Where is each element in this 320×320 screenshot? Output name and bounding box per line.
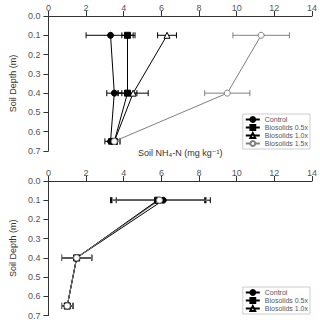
svg-text:4: 4 [121,3,126,13]
svg-text:10: 10 [232,168,242,178]
svg-text:Control: Control [265,116,288,123]
svg-text:0.2: 0.2 [28,50,41,60]
svg-text:0: 0 [46,3,51,13]
svg-text:8: 8 [197,3,202,13]
svg-text:Control: Control [265,289,288,296]
svg-text:Biosolids 1.0x: Biosolids 1.0x [265,132,309,139]
svg-text:4: 4 [121,168,126,178]
svg-text:0.7: 0.7 [28,146,41,156]
svg-text:0.4: 0.4 [28,253,41,263]
svg-text:Soil Depth (m): Soil Depth (m) [8,219,18,277]
svg-text:Soil NH₄-N (mg kg⁻¹): Soil NH₄-N (mg kg⁻¹) [138,148,222,158]
svg-text:0: 0 [46,168,51,178]
svg-text:0.1: 0.1 [28,195,41,205]
svg-text:0.5: 0.5 [28,272,41,282]
svg-text:Biosolids 1.0x: Biosolids 1.0x [265,305,309,312]
svg-text:Biosolids 0.5x: Biosolids 0.5x [265,297,309,304]
svg-text:0.0: 0.0 [28,176,41,186]
svg-text:2: 2 [84,3,89,13]
svg-text:0.3: 0.3 [28,69,41,79]
svg-text:0.5: 0.5 [28,107,41,117]
svg-text:14: 14 [307,3,317,13]
svg-text:0.3: 0.3 [28,234,41,244]
svg-text:10: 10 [232,3,242,13]
svg-text:6: 6 [159,168,164,178]
svg-text:0.7: 0.7 [28,311,41,320]
svg-text:6: 6 [159,3,164,13]
svg-text:0.2: 0.2 [28,214,41,224]
svg-text:0.4: 0.4 [28,88,41,98]
svg-text:Biosolids 1.5x: Biosolids 1.5x [265,140,309,147]
svg-text:0.6: 0.6 [28,291,41,301]
svg-text:0.0: 0.0 [28,11,41,21]
svg-text:14: 14 [307,168,317,178]
svg-text:Soil Depth (m): Soil Depth (m) [8,55,18,113]
svg-text:0.6: 0.6 [28,127,41,137]
svg-text:12: 12 [269,3,279,13]
svg-text:8: 8 [197,168,202,178]
svg-text:Biosolids 0.5x: Biosolids 0.5x [265,124,309,131]
svg-text:0.1: 0.1 [28,30,41,40]
svg-text:2: 2 [84,168,89,178]
svg-text:12: 12 [269,168,279,178]
